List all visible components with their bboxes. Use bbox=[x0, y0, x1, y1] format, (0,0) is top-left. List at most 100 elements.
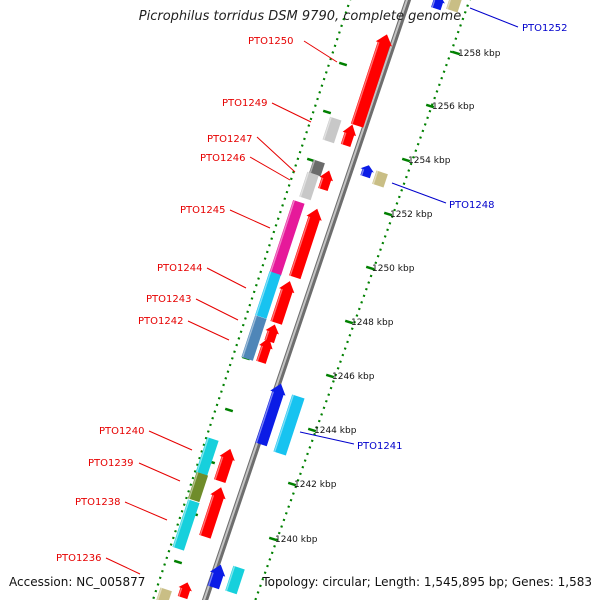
gene-block-grey-shade bbox=[299, 171, 310, 198]
gene-label-forward: PTO1245 bbox=[180, 205, 225, 216]
gene-block-olive-shade bbox=[188, 471, 199, 500]
scale-label: 1250 kbp bbox=[372, 264, 415, 274]
gene-arrow-red-shade bbox=[214, 456, 224, 480]
gene-arrow-red-shade bbox=[264, 330, 270, 341]
outer-tick bbox=[224, 407, 234, 413]
leader-line-forward bbox=[195, 298, 239, 321]
scale-label: 1252 kbp bbox=[390, 210, 433, 220]
gene-block-khaki-shade bbox=[372, 170, 379, 185]
scale-label: 1240 kbp bbox=[275, 535, 318, 545]
gene-arrow-blue-shade bbox=[255, 391, 274, 444]
leader-line-forward bbox=[124, 501, 168, 521]
gene-block-cyan-shade bbox=[273, 394, 294, 453]
gene-block-steel-blue bbox=[241, 315, 267, 361]
gene-label-forward: PTO1243 bbox=[146, 294, 191, 305]
inner-tick bbox=[325, 373, 335, 379]
leader-line-reverse bbox=[391, 182, 447, 204]
scale-label: 1258 kbp bbox=[458, 49, 501, 59]
scale-label: 1256 kbp bbox=[432, 102, 475, 112]
gene-block-cyan bbox=[273, 394, 305, 456]
outer-tick bbox=[173, 559, 183, 565]
gene-label-forward: PTO1247 bbox=[207, 134, 252, 145]
gene-arrow-blue-shade bbox=[360, 169, 365, 176]
gene-block-grey bbox=[322, 116, 342, 144]
gene-label-forward: PTO1250 bbox=[248, 36, 293, 47]
label-leaders bbox=[105, 7, 519, 575]
gene-block-magenta-shade bbox=[269, 200, 295, 273]
gene-arrow-red-shade bbox=[199, 495, 215, 536]
outer-tick bbox=[322, 109, 332, 115]
leader-line-forward bbox=[138, 462, 181, 482]
leader-line-forward bbox=[148, 430, 193, 451]
gene-arrow-red bbox=[289, 208, 322, 280]
scale-label: 1242 kbp bbox=[294, 480, 337, 490]
map-labels: 1258 kbp 1256 kbp 1254 kbp 1252 kbp 1250 kbp… bbox=[56, 23, 567, 564]
gene-block-khaki bbox=[372, 170, 388, 188]
gene-arrow-blue bbox=[255, 383, 286, 447]
gene-arrow-red-shade bbox=[270, 288, 283, 322]
inner-tick bbox=[451, 50, 461, 56]
gene-features bbox=[156, 0, 462, 600]
leader-line-forward bbox=[229, 209, 271, 229]
gene-block-magenta bbox=[269, 200, 305, 276]
gene-label-reverse: PTO1241 bbox=[357, 441, 402, 452]
leader-line-forward bbox=[206, 267, 247, 289]
gene-block-grey bbox=[299, 171, 319, 201]
gene-label-forward: PTO1238 bbox=[75, 497, 120, 508]
leader-line-forward bbox=[187, 320, 230, 341]
scale-label: 1244 kbp bbox=[314, 426, 357, 436]
gene-label-forward: PTO1244 bbox=[157, 263, 202, 274]
gene-label-forward: PTO1239 bbox=[88, 458, 133, 469]
gene-block-teal-shade bbox=[172, 499, 190, 548]
gene-arrow-red bbox=[350, 34, 392, 128]
gene-block-olive bbox=[187, 471, 209, 503]
genome-title: Picrophilus torridus DSM 9790, complete … bbox=[138, 9, 462, 24]
gene-arrow-red-shade bbox=[318, 177, 324, 189]
leader-line-forward bbox=[271, 102, 312, 123]
gene-arrow-blue bbox=[431, 0, 445, 11]
gene-label-forward: PTO1236 bbox=[56, 553, 101, 564]
leader-line-forward bbox=[249, 156, 291, 181]
gene-block-cyan bbox=[255, 271, 281, 319]
gene-label-forward: PTO1246 bbox=[200, 153, 245, 164]
genome-backbone-highlight bbox=[203, 0, 408, 600]
gene-block-dark-grey-shade bbox=[309, 159, 316, 174]
gene-arrow-red-shade bbox=[256, 345, 263, 362]
inner-tick bbox=[268, 536, 278, 542]
gene-arrow-red bbox=[213, 448, 235, 484]
scale-label: 1254 kbp bbox=[408, 156, 451, 166]
gene-arrow-blue-shade bbox=[431, 0, 436, 8]
inner-tick bbox=[344, 319, 354, 325]
accession-text: Accession: NC_005877 bbox=[9, 575, 146, 589]
gene-arrow-red-shade bbox=[289, 216, 311, 276]
gene-arrow-red-shade bbox=[341, 132, 347, 145]
scale-label: 1248 kbp bbox=[351, 318, 394, 328]
inner-tick bbox=[287, 481, 297, 487]
leader-line-forward bbox=[105, 557, 141, 575]
inner-tick bbox=[401, 157, 411, 163]
gene-block-steel-blue-shade bbox=[241, 315, 257, 358]
leader-line-forward bbox=[303, 40, 338, 63]
gene-arrow-red-shade bbox=[351, 42, 380, 125]
gene-block-teal bbox=[195, 437, 219, 477]
gene-arrow-red bbox=[270, 281, 295, 325]
gene-block-teal-shade bbox=[195, 437, 210, 474]
topology-text: Topology: circular; Length: 1,545,895 bp… bbox=[262, 575, 592, 589]
leader-line-reverse bbox=[469, 7, 519, 28]
gene-block-teal bbox=[225, 565, 245, 595]
gene-block-teal bbox=[172, 499, 200, 551]
gene-arrow-red bbox=[199, 487, 226, 539]
gene-block-cyan-shade bbox=[255, 271, 272, 316]
gene-arrow-red-shade bbox=[178, 587, 183, 597]
gene-label-forward: PTO1240 bbox=[99, 426, 144, 437]
gene-arrow-blue bbox=[207, 564, 226, 590]
inner-tick bbox=[383, 211, 393, 217]
leader-line-forward bbox=[256, 136, 296, 173]
outer-tick bbox=[338, 61, 348, 67]
gene-label-forward: PTO1249 bbox=[222, 98, 267, 109]
gene-block-khaki-shade bbox=[156, 587, 163, 600]
gene-label-reverse: PTO1248 bbox=[449, 200, 494, 211]
gene-arrow-red bbox=[256, 337, 273, 364]
scale-label: 1246 kbp bbox=[332, 372, 375, 382]
